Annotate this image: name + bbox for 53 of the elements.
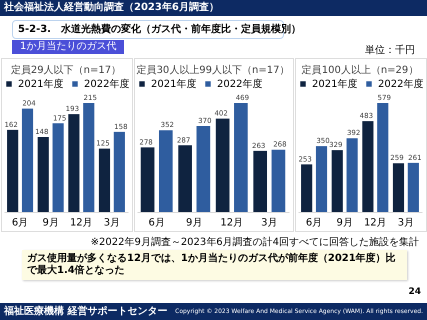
bar [408, 162, 419, 212]
chart-title: 定員29人以下（n=17） [10, 64, 122, 76]
text: 単位：千円 [365, 44, 415, 57]
legend-label: 2021年度 [151, 78, 196, 90]
x-tick-label: 3月 [398, 218, 414, 228]
bar [140, 147, 154, 212]
x-tick-label: 9月 [186, 218, 202, 228]
text: ガス使用量が多くなる12月では、1か月当たりのガス代が前年度（2021年度）比で最大1.4倍となった [22, 250, 407, 280]
legend-label: 2021年度 [18, 78, 64, 90]
bar [234, 103, 248, 212]
bar [272, 150, 286, 212]
bar [253, 150, 268, 212]
bar [216, 118, 230, 212]
bar [38, 136, 49, 212]
bar [301, 164, 312, 212]
bar [68, 114, 80, 212]
bar [377, 103, 388, 212]
x-tick-label: 3月 [104, 218, 120, 228]
x-tick-label: 6月 [12, 218, 28, 228]
x-tick-label: 12月 [364, 218, 387, 228]
legend-label: 2022年度 [217, 78, 262, 90]
bar [114, 132, 125, 212]
text: 社会福祉法人経営動向調査（2023年6月調査） [0, 0, 427, 16]
bar [316, 146, 328, 212]
x-tick-label: 6月 [148, 218, 165, 228]
legend-label: 2022年度 [378, 78, 424, 90]
chart-title: 定員100人以上（n=29） [302, 64, 418, 76]
bar [392, 163, 404, 212]
bar [98, 148, 110, 212]
x-tick-label: 12月 [70, 218, 93, 228]
bar [22, 108, 34, 212]
x-tick-label: 9月 [42, 218, 59, 228]
text: 24 [408, 287, 421, 297]
x-tick-label: 12月 [220, 218, 244, 228]
bar [83, 103, 94, 212]
bar [7, 130, 18, 212]
bar [178, 145, 192, 212]
bar [158, 130, 173, 212]
text: ※2022年9月調査～2023年6月調査の計4回すべてに回答した施設を集計 [90, 236, 419, 249]
legend-label: 2022年度 [84, 78, 130, 90]
bar [346, 138, 358, 212]
text: 5-2-3. 水道光熱費の変化（ガス代・前年度比・定員規模別） [17, 22, 301, 37]
bar [332, 150, 343, 212]
text: 福祉医療機構 経営サポートセンター [4, 306, 168, 317]
x-tick-label: 3月 [261, 218, 278, 228]
bar [52, 123, 64, 212]
text: 1か月当たりのガス代 [12, 40, 124, 54]
bar [196, 126, 210, 212]
legend-label: 2021年度 [312, 78, 358, 90]
bar [362, 121, 374, 212]
x-tick-label: 9月 [336, 218, 353, 228]
x-tick-label: 6月 [306, 218, 322, 228]
chart-title: 定員30人以上99人以下（n=17） [136, 64, 290, 76]
